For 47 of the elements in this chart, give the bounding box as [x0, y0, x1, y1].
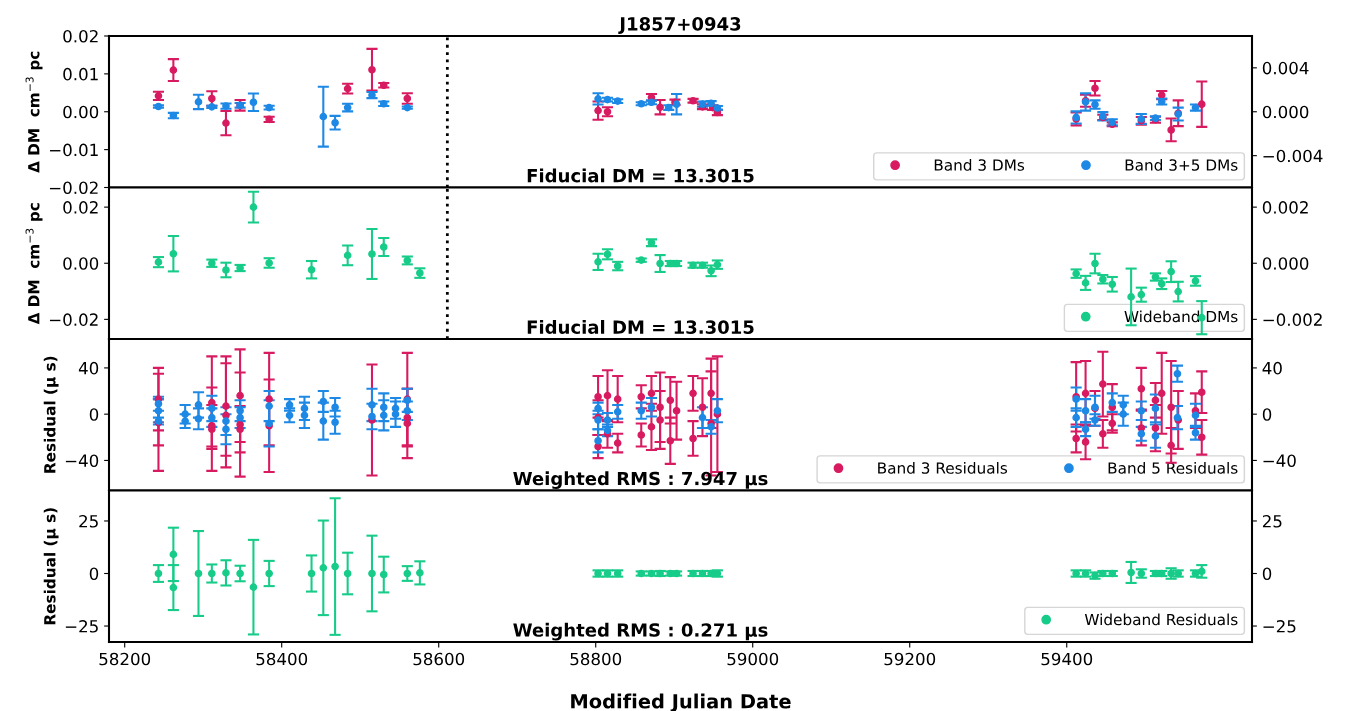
chart-title: J1857+0943 — [618, 17, 741, 35]
y-tick-label: −0.02 — [49, 313, 98, 326]
y-tick-label: 0 — [89, 567, 99, 581]
y2-tick-label: −0.002 — [1263, 313, 1322, 326]
y-axis-title: Δ DM cm$^{−3}$ pc — [25, 51, 43, 173]
x-tick-label: 59400 — [1041, 652, 1093, 666]
y2-tick-label: −0.004 — [1263, 149, 1323, 163]
annotation: Fiducial DM = 13.3015 — [527, 320, 754, 334]
y2-tick-label: 0.000 — [1262, 257, 1309, 270]
y2-tick-label: 0 — [1262, 408, 1272, 421]
annotation: Fiducial DM = 13.3015 — [527, 168, 754, 183]
y-tick-label: 40 — [78, 361, 99, 375]
y-tick-label: −0.02 — [49, 181, 98, 195]
y2-tick-label: −40 — [1263, 454, 1296, 467]
y2-tick-label: 40 — [1262, 361, 1282, 375]
annotation: Weighted RMS : 7.947 μs — [513, 471, 768, 489]
y2-tick-label: 0.004 — [1262, 61, 1309, 75]
x-tick-label: 58600 — [413, 652, 465, 666]
y-tick-label: 25 — [79, 514, 98, 528]
y2-tick-label: −25 — [1263, 619, 1296, 633]
y2-tick-label: 0 — [1262, 567, 1272, 581]
y2-tick-label: 0.002 — [1262, 201, 1308, 214]
y-tick-label: −0.01 — [49, 143, 98, 157]
y2-tick-label: 0.000 — [1262, 105, 1309, 119]
y-axis-title: Residual (μ s) — [43, 508, 59, 625]
y-tick-label: 0.01 — [63, 67, 98, 81]
y2-tick-label: 25 — [1262, 514, 1282, 528]
y-tick-label: 0.00 — [63, 257, 99, 270]
x-tick-label: 58400 — [256, 652, 308, 666]
x-tick-label: 59000 — [727, 652, 779, 666]
legend-label: Wideband Residuals — [1084, 613, 1238, 626]
y-tick-label: −40 — [65, 454, 99, 467]
y-tick-label: 0 — [89, 408, 99, 421]
y-axis-title: Δ DM cm$^{−3}$ pc — [25, 203, 43, 325]
legend-label: Band 5 Residuals — [1108, 461, 1238, 474]
legend-label: Band 3 DMs — [934, 158, 1025, 171]
y-tick-label: 0.02 — [63, 29, 98, 43]
annotation: Weighted RMS : 0.271 μs — [513, 622, 768, 641]
legend-label: Band 3+5 DMs — [1125, 158, 1238, 171]
y-tick-label: 0.00 — [63, 105, 99, 119]
x-tick-label: 59200 — [884, 652, 936, 666]
y-axis-title: Residual (μ s) — [43, 356, 59, 473]
legend-label: Band 3 Residuals — [878, 461, 1008, 474]
x-tick-label: 58200 — [99, 652, 151, 666]
x-tick-label: 58800 — [570, 652, 622, 666]
y-tick-label: 0.02 — [63, 201, 98, 214]
y-tick-label: −25 — [65, 619, 98, 633]
